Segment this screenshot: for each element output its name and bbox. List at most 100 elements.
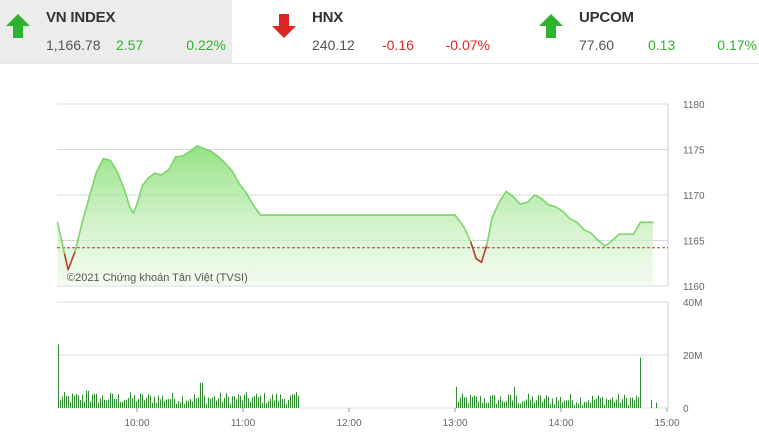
volume-bar (148, 393, 149, 408)
volume-bar (546, 395, 547, 408)
volume-bar (96, 393, 97, 408)
price-tick-label: 1170 (683, 191, 705, 202)
price-segment (485, 216, 493, 246)
volume-bar (230, 403, 231, 408)
index-card-vnindex[interactable]: VN INDEX 1,166.78 2.57 0.22% (0, 0, 250, 64)
price-segment (569, 217, 578, 224)
volume-bar (102, 395, 103, 408)
index-card-upcom[interactable]: UPCOM 77.60 0.13 0.17% (533, 0, 759, 64)
volume-bar (168, 399, 169, 408)
volume-bar (218, 398, 219, 408)
volume-bar (238, 394, 239, 408)
index-name: UPCOM (579, 9, 634, 26)
volume-bar (196, 398, 197, 408)
price-segment (526, 194, 536, 204)
volume-bar (638, 397, 639, 408)
price-segment (109, 159, 119, 174)
volume-bar (552, 398, 553, 408)
volume-bar (132, 398, 133, 408)
volume-bar (252, 397, 253, 408)
price-segment (210, 150, 220, 158)
volume-bar (568, 400, 569, 408)
volume-bar (154, 396, 155, 408)
volume-bar (600, 398, 601, 408)
time-tick-label: 12:00 (336, 418, 361, 429)
volume-bar (542, 401, 543, 408)
volume-bar (464, 397, 465, 408)
volume-bar (500, 396, 501, 408)
volume-bar (128, 398, 129, 408)
up-arrow-icon (6, 14, 30, 38)
price-segment (498, 190, 508, 204)
volume-bar (280, 394, 281, 408)
volume-bar (468, 403, 469, 408)
volume-bar (502, 400, 503, 408)
volume-bar (278, 401, 279, 408)
volume-bar (242, 400, 243, 408)
volume-bar (550, 404, 551, 408)
volume-bar (62, 396, 63, 408)
volume-bar (604, 405, 605, 408)
price-tick-label: 1160 (683, 282, 705, 293)
volume-bar (602, 397, 603, 408)
time-tick-label: 14:00 (548, 418, 573, 429)
volume-bar (592, 395, 593, 408)
volume-bar (164, 400, 165, 408)
volume-bar (214, 396, 215, 408)
price-segment (590, 232, 599, 242)
volume-bar (172, 392, 173, 408)
price-segment (540, 197, 550, 206)
volume-bar (558, 400, 559, 408)
index-card-hnx[interactable]: HNX 240.12 -0.16 -0.07% (266, 0, 516, 64)
volume-bar (158, 395, 159, 408)
price-segment (245, 192, 255, 207)
price-segment (153, 172, 163, 176)
volume-bar (634, 400, 635, 408)
volume-bar (114, 399, 115, 408)
price-segment (217, 155, 227, 164)
volume-bar (628, 405, 629, 408)
volume-bar (292, 394, 293, 408)
volume-bar (162, 395, 163, 408)
price-segment (129, 206, 135, 214)
volume-bar (64, 392, 65, 408)
volume-bar (530, 399, 531, 408)
volume-bar (274, 400, 275, 408)
volume-bar (624, 394, 625, 408)
time-tick-label: 10:00 (124, 418, 149, 429)
volume-bar (520, 403, 521, 408)
volume-bar (466, 397, 467, 408)
price-segment (63, 253, 69, 271)
volume-bar (76, 394, 77, 408)
volume-bar (68, 395, 69, 408)
volume-bar (512, 400, 513, 408)
volume-bar (588, 400, 589, 408)
volume-bar (556, 397, 557, 408)
volume-bar (522, 401, 523, 408)
price-segment (146, 172, 156, 180)
volume-bar (266, 402, 267, 408)
price-segment (611, 233, 621, 242)
volume-bar (574, 405, 575, 408)
volume-bar (526, 399, 527, 408)
volume-bar (190, 399, 191, 408)
volume-bar (614, 401, 615, 408)
volume-bar (200, 382, 201, 408)
volume-bar (474, 395, 475, 408)
volume-bar (206, 403, 207, 408)
volume-bar (540, 395, 541, 408)
index-change: 0.13 (648, 37, 676, 53)
time-axis: 10:00 11:00 12:00 13:00 14:00 15:00 (124, 408, 680, 429)
volume-bar (248, 398, 249, 408)
time-tick-label: 15:00 (654, 418, 679, 429)
index-change: -0.16 (382, 37, 414, 53)
volume-bar (88, 390, 89, 408)
volume-bar (138, 398, 139, 408)
price-segment (123, 189, 131, 209)
volume-bar (596, 398, 597, 408)
volume-bar (86, 390, 87, 408)
price-segment (56, 221, 66, 255)
volume-bar (110, 393, 111, 408)
volume-bar (198, 397, 199, 408)
